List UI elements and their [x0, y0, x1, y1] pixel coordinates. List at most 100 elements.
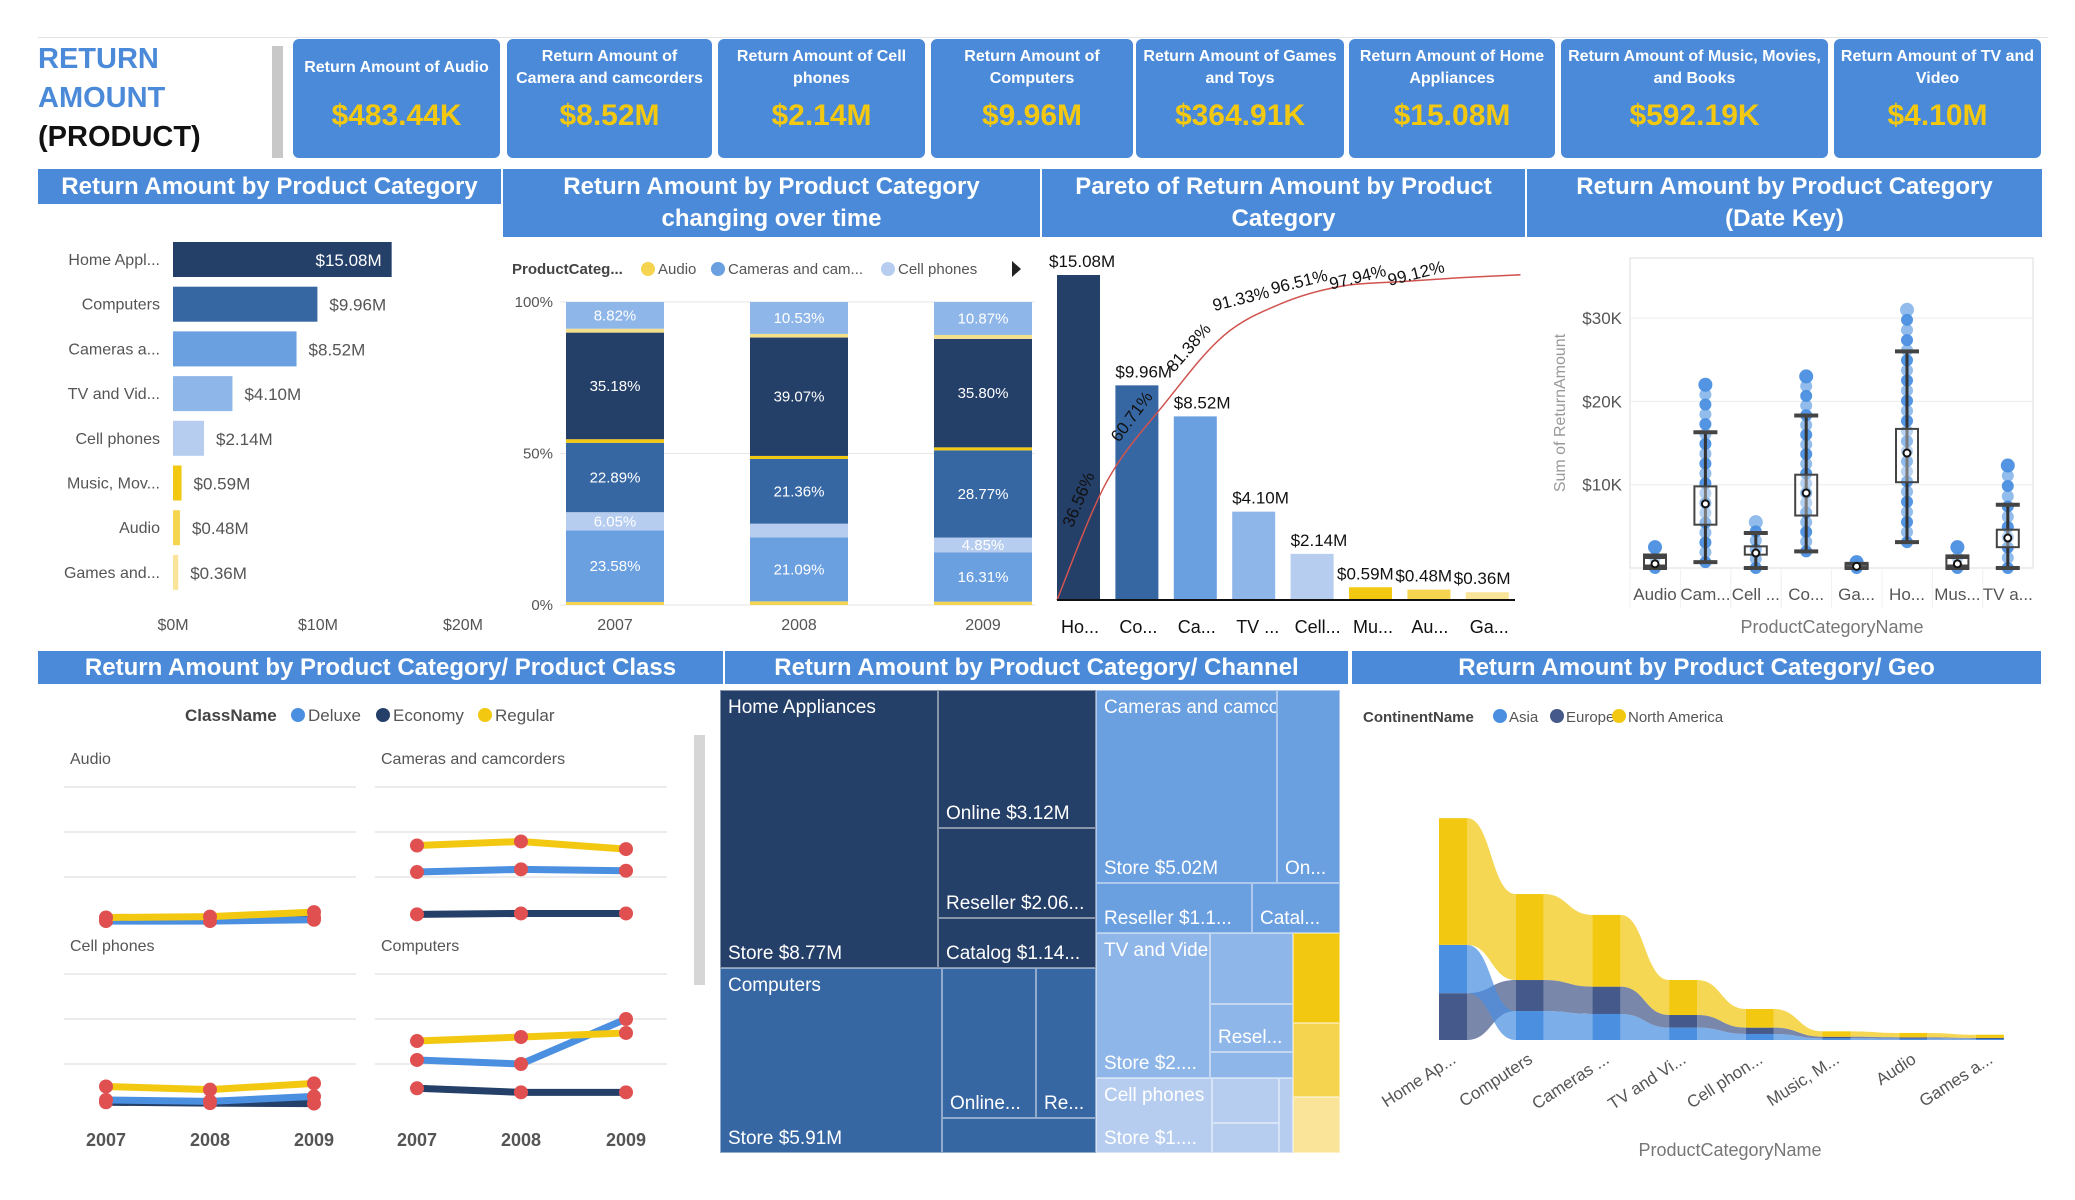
treemap-tile[interactable]: Catalog $1.14...	[938, 918, 1096, 968]
kpi-card[interactable]: Return Amount of Home Appliances $15.08M	[1349, 39, 1555, 158]
data-point[interactable]	[619, 1012, 633, 1026]
data-point[interactable]	[410, 865, 424, 880]
data-point[interactable]	[1900, 302, 1914, 317]
ribbon[interactable]	[1697, 1015, 1746, 1034]
ribbon-column-segment[interactable]	[1822, 1031, 1851, 1037]
data-point[interactable]	[1901, 334, 1913, 347]
data-point[interactable]	[410, 1052, 424, 1067]
stack-segment[interactable]	[566, 442, 664, 513]
ribbon[interactable]	[1543, 1011, 1593, 1040]
bar[interactable]	[173, 465, 182, 501]
data-point[interactable]	[410, 1081, 424, 1096]
stack-segment[interactable]	[934, 601, 1032, 605]
data-point[interactable]	[1950, 540, 1965, 555]
treemap-tile[interactable]	[1212, 1078, 1279, 1123]
bar[interactable]	[173, 420, 205, 456]
stack-segment[interactable]	[934, 338, 1032, 448]
data-point[interactable]	[307, 1076, 321, 1091]
data-point[interactable]	[1699, 388, 1712, 401]
data-point[interactable]	[2001, 469, 2014, 482]
stack-segment[interactable]	[750, 537, 848, 602]
stack-segment[interactable]	[750, 455, 848, 459]
bar[interactable]	[173, 510, 180, 546]
data-point[interactable]	[514, 862, 528, 877]
data-point[interactable]	[619, 906, 633, 921]
data-point[interactable]	[203, 1094, 217, 1109]
treemap-tile[interactable]	[1279, 1078, 1293, 1153]
ribbon[interactable]	[1927, 1032, 1976, 1038]
data-point[interactable]	[514, 906, 528, 921]
ribbon-column-segment[interactable]	[1899, 1038, 1928, 1040]
ribbon[interactable]	[1620, 986, 1670, 1028]
treemap-tile[interactable]: On...	[1277, 690, 1340, 883]
data-point[interactable]	[99, 1079, 113, 1094]
data-point[interactable]	[2001, 490, 2014, 503]
treemap-tile[interactable]	[1210, 1052, 1293, 1078]
treemap-tile[interactable]	[942, 1118, 1096, 1153]
treemap-tile[interactable]: Cameras and camcorders Store $5.02M	[1096, 690, 1277, 883]
ribbon-column-segment[interactable]	[1745, 1008, 1774, 1028]
stack-segment[interactable]	[750, 523, 848, 538]
ribbon[interactable]	[1620, 1013, 1670, 1040]
ribbon[interactable]	[1773, 1027, 1823, 1039]
ribbon-column-segment[interactable]	[1592, 986, 1621, 1014]
stack-segment[interactable]	[750, 601, 848, 605]
ribbon-column-segment[interactable]	[1515, 980, 1544, 1012]
ribbon-column-segment[interactable]	[1439, 818, 1467, 945]
ribbon-column-segment[interactable]	[1899, 1032, 1928, 1038]
treemap-tile[interactable]: TV and Video Store $2....	[1096, 933, 1210, 1078]
stack-segment[interactable]	[566, 439, 664, 443]
ribbon-column-segment[interactable]	[1975, 1037, 2004, 1039]
treemap-tile[interactable]: Reseller $2.06...	[938, 828, 1096, 918]
stack-segment[interactable]	[934, 302, 1032, 335]
data-point[interactable]	[619, 842, 633, 857]
data-point[interactable]	[2001, 480, 2014, 493]
stack-segment[interactable]	[566, 302, 664, 329]
data-point[interactable]	[99, 910, 113, 925]
data-point[interactable]	[619, 863, 633, 878]
data-point[interactable]	[410, 838, 424, 853]
ribbon-column-segment[interactable]	[1439, 993, 1467, 1040]
data-point[interactable]	[410, 1034, 424, 1049]
ribbon-column-segment[interactable]	[1439, 944, 1467, 994]
stack-segment[interactable]	[934, 450, 1032, 538]
ribbon-column-segment[interactable]	[1822, 1036, 1851, 1039]
data-point[interactable]	[1698, 377, 1713, 392]
bar[interactable]	[173, 554, 179, 590]
data-point[interactable]	[1800, 380, 1813, 393]
ribbon-column-segment[interactable]	[1669, 1015, 1698, 1028]
ribbon[interactable]	[1850, 1036, 1900, 1039]
treemap-tile[interactable]	[1210, 933, 1293, 1004]
treemap-tile[interactable]	[1212, 1123, 1279, 1153]
ribbon[interactable]	[1620, 914, 1670, 1016]
ribbon-column-segment[interactable]	[1822, 1038, 1851, 1040]
stack-segment[interactable]	[566, 530, 664, 602]
bar[interactable]	[1057, 275, 1100, 600]
kpi-card[interactable]: Return Amount of TV and Video $4.10M	[1834, 39, 2041, 158]
ribbon-column-segment[interactable]	[1592, 914, 1621, 987]
data-point[interactable]	[619, 1085, 633, 1100]
ribbon[interactable]	[1927, 1038, 1976, 1040]
bar[interactable]	[1290, 553, 1334, 600]
stack-segment[interactable]	[566, 332, 664, 440]
kpi-card[interactable]: Return Amount of Computers $9.96M	[931, 39, 1133, 158]
data-point[interactable]	[307, 905, 321, 920]
bar[interactable]	[1465, 592, 1509, 600]
ribbon-column-segment[interactable]	[1899, 1037, 1928, 1039]
bar[interactable]	[1115, 385, 1159, 600]
ribbon-column-segment[interactable]	[1745, 1033, 1774, 1040]
small-multiples-scrollbar[interactable]	[694, 735, 705, 985]
data-point[interactable]	[307, 1089, 321, 1104]
data-point[interactable]	[410, 907, 424, 922]
ribbon-column-segment[interactable]	[1669, 980, 1698, 1016]
data-point[interactable]	[619, 1025, 633, 1040]
data-point[interactable]	[203, 909, 217, 924]
ribbon[interactable]	[1697, 980, 1746, 1028]
stack-segment[interactable]	[566, 328, 664, 333]
data-point[interactable]	[1901, 313, 1913, 326]
data-point[interactable]	[2000, 458, 2015, 473]
ribbon[interactable]	[1927, 1037, 1976, 1039]
data-point[interactable]	[514, 1057, 528, 1071]
ribbon[interactable]	[1697, 1027, 1746, 1040]
ribbon[interactable]	[1850, 1038, 1900, 1040]
